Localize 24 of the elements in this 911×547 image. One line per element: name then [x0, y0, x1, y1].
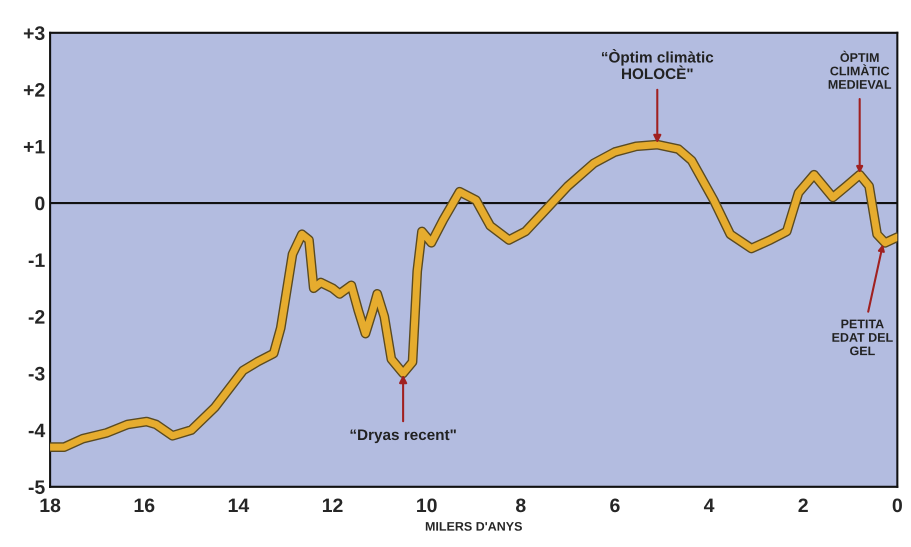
y-tick-label: -1	[28, 253, 45, 267]
x-axis-title: MILERS D'ANYS	[426, 522, 522, 531]
x-tick-label: 14	[228, 498, 250, 512]
annotation: “Dryas recent"	[350, 429, 456, 444]
x-tick-label: 2	[798, 498, 808, 512]
y-tick-label: +3	[24, 26, 45, 40]
y-tick-label: -2	[28, 310, 44, 324]
annotation: PETITA EDAT DEL GEL	[832, 320, 893, 356]
x-tick-label: 12	[322, 498, 343, 512]
y-tick-label: +1	[24, 140, 45, 154]
y-tick-label: -3	[28, 366, 45, 381]
y-tick-label: 0	[35, 196, 44, 210]
x-tick-label: 8	[516, 498, 526, 512]
x-tick-label: 16	[134, 498, 154, 512]
x-tick-label: 18	[40, 498, 60, 512]
annotation: “Òptim climàtic HOLOCÈ"	[602, 48, 714, 80]
x-tick-label: 10	[417, 498, 437, 512]
x-tick-label: 0	[892, 498, 902, 512]
y-tick-label: +2	[24, 83, 44, 97]
y-tick-label: -5	[28, 480, 45, 494]
x-tick-label: 4	[704, 498, 714, 512]
x-tick-label: 6	[610, 498, 620, 512]
y-tick-label: -4	[28, 424, 46, 438]
annotation: ÒPTIM CLIMÀTIC MEDIEVAL	[828, 50, 892, 89]
